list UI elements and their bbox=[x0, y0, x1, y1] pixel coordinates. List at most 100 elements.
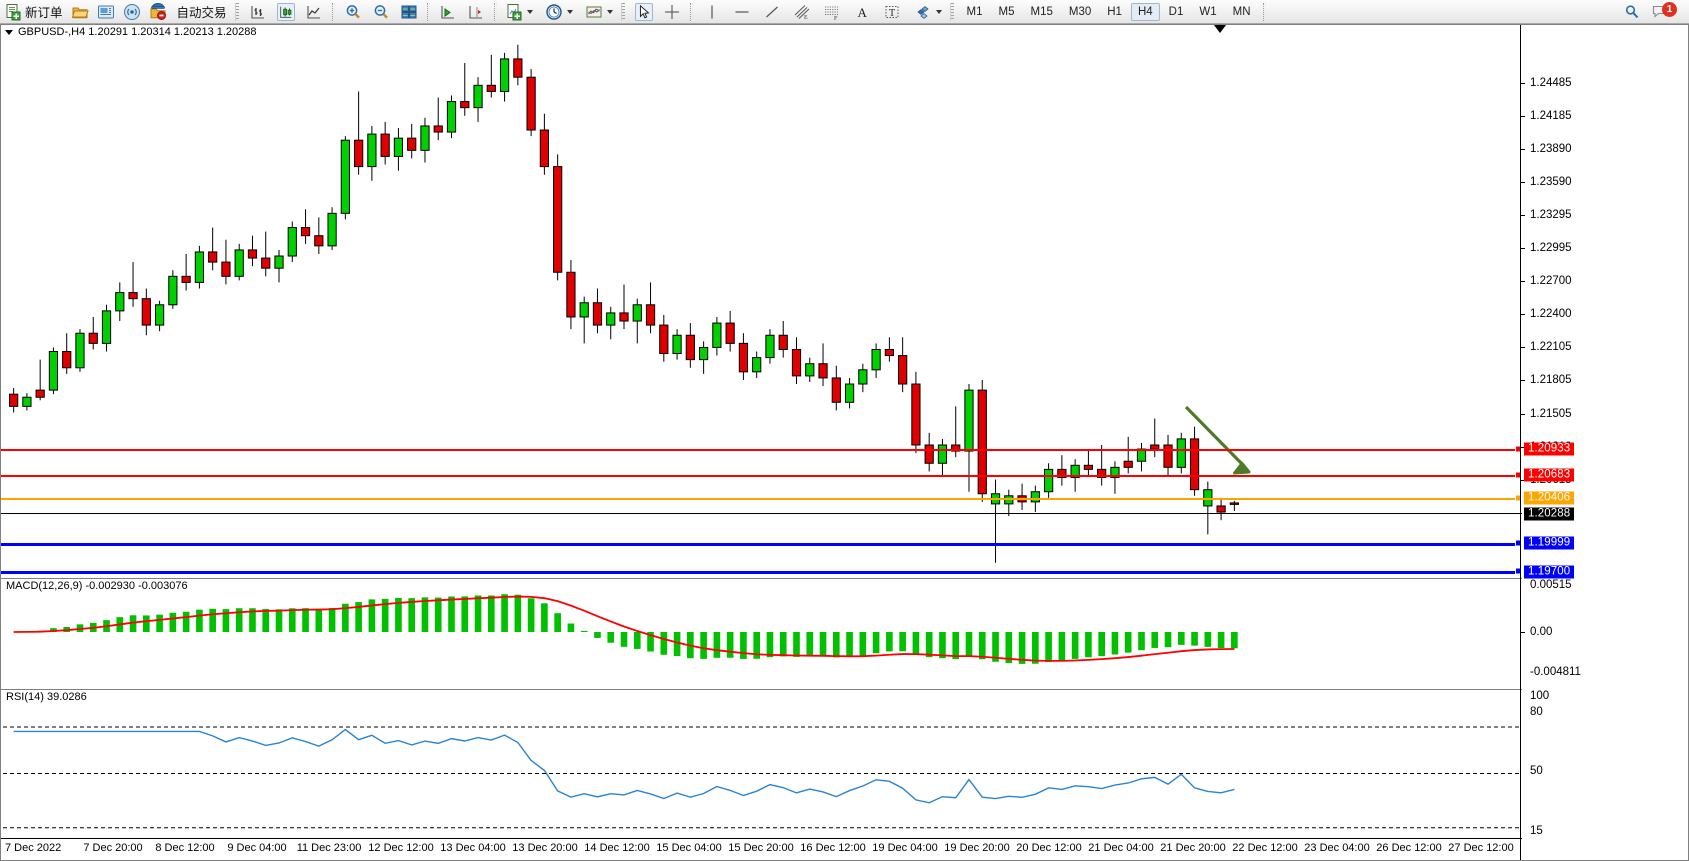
text-icon[interactable]: A bbox=[853, 3, 871, 21]
time-tick-6: 13 Dec 04:00 bbox=[440, 842, 506, 854]
macd-tick-2: -0.004811 bbox=[1530, 666, 1581, 678]
alert-count-badge: 1 bbox=[1662, 1, 1677, 17]
price-line-current bbox=[1, 513, 1522, 514]
tile-windows-icon[interactable] bbox=[400, 3, 418, 21]
chart-header: GBPUSD-,H4 1.20291 1.20314 1.20213 1.202… bbox=[1, 25, 257, 39]
price-level-tag-current: 1.20288 bbox=[1524, 507, 1575, 521]
time-tick-20: 27 Dec 12:00 bbox=[1448, 842, 1514, 854]
timeframe-h1[interactable]: H1 bbox=[1107, 5, 1122, 18]
time-tick-19: 26 Dec 12:00 bbox=[1376, 842, 1442, 854]
chart-window[interactable]: GBPUSD-,H4 1.20291 1.20314 1.20213 1.202… bbox=[0, 24, 1689, 861]
price-line-handle-support-2[interactable] bbox=[1515, 567, 1522, 575]
time-axis[interactable]: 7 Dec 2022 7 Dec 20:00 8 Dec 12:00 9 Dec 04… bbox=[1, 838, 1522, 860]
price-line-handle-support-1[interactable] bbox=[1515, 539, 1522, 547]
price-tick-1: 1.24185 bbox=[1530, 110, 1572, 122]
templates-dropdown-arrow[interactable] bbox=[606, 9, 613, 14]
toolbar-separator-2 bbox=[426, 2, 430, 21]
annotation-arrow-icon[interactable] bbox=[1184, 405, 1251, 475]
auto-trading-button[interactable]: 自动交易 bbox=[173, 1, 231, 23]
crosshair-icon[interactable] bbox=[663, 3, 681, 21]
signal-icon[interactable] bbox=[123, 3, 141, 21]
timeframe-m1[interactable]: M1 bbox=[966, 5, 983, 18]
main-toolbar: 新订单 bbox=[0, 0, 1689, 24]
price-line-support-1[interactable] bbox=[1, 543, 1522, 546]
objects-button[interactable] bbox=[910, 1, 946, 23]
timeframe-d1[interactable]: D1 bbox=[1168, 5, 1184, 18]
news-icon[interactable] bbox=[97, 3, 115, 21]
timeframe-m15[interactable]: M15 bbox=[1030, 5, 1053, 18]
chart-shift-icon[interactable] bbox=[467, 3, 485, 21]
text-label-icon[interactable]: T bbox=[883, 3, 901, 21]
time-tick-12: 19 Dec 04:00 bbox=[872, 842, 938, 854]
price-level-tag-pivot[interactable]: 1.20406 bbox=[1524, 491, 1575, 505]
chart-menu-caret-icon[interactable] bbox=[5, 29, 13, 35]
new-order-button[interactable]: 新订单 bbox=[0, 1, 67, 23]
new-order-icon bbox=[4, 3, 22, 21]
equidistant-channel-icon[interactable]: E bbox=[793, 3, 811, 21]
macd-pane-separator[interactable] bbox=[1, 578, 1522, 579]
svg-text:T: T bbox=[889, 8, 895, 19]
indicators-button[interactable] bbox=[501, 1, 537, 23]
chart-plot[interactable] bbox=[1, 25, 1522, 861]
vertical-line-icon[interactable] bbox=[703, 3, 721, 21]
price-line-handle-pivot[interactable] bbox=[1515, 494, 1522, 502]
chart-frame[interactable]: GBPUSD-,H4 1.20291 1.20314 1.20213 1.202… bbox=[0, 24, 1689, 861]
price-tick-3: 1.23590 bbox=[1530, 176, 1572, 188]
price-level-tag-resistance-2[interactable]: 1.20683 bbox=[1524, 468, 1575, 482]
alerts-button[interactable]: 1 bbox=[1651, 1, 1677, 22]
auto-trading-label: 自动交易 bbox=[176, 6, 227, 20]
zoom-out-icon[interactable] bbox=[372, 3, 390, 21]
time-tick-17: 22 Dec 12:00 bbox=[1232, 842, 1298, 854]
price-level-tag-resistance-1[interactable]: 1.20933 bbox=[1524, 442, 1575, 456]
price-level-tag-support-2[interactable]: 1.19700 bbox=[1524, 565, 1575, 579]
timeframe-m30[interactable]: M30 bbox=[1068, 5, 1092, 18]
macd-tick-0: 0.00515 bbox=[1530, 579, 1572, 591]
candle-series bbox=[9, 44, 1239, 563]
timeframe-mn[interactable]: MN bbox=[1232, 5, 1251, 18]
folder-icon[interactable] bbox=[71, 3, 89, 21]
time-tick-16: 21 Dec 20:00 bbox=[1160, 842, 1226, 854]
period-dropdown-arrow[interactable] bbox=[566, 9, 573, 14]
price-tick-11: 1.21210 bbox=[1530, 441, 1572, 453]
horizontal-line-icon[interactable] bbox=[733, 3, 751, 21]
toolbar-grip-2[interactable] bbox=[620, 2, 626, 21]
toolbar-separator-4 bbox=[689, 2, 693, 21]
templates-button[interactable] bbox=[581, 1, 617, 23]
line-chart-icon[interactable] bbox=[305, 3, 323, 21]
price-tick-8: 1.22105 bbox=[1530, 341, 1572, 353]
price-level-tag-support-1[interactable]: 1.19999 bbox=[1524, 536, 1575, 550]
time-tick-4: 11 Dec 23:00 bbox=[296, 842, 362, 854]
toolbar-grip-3[interactable] bbox=[949, 2, 955, 21]
period-button[interactable] bbox=[541, 1, 577, 23]
price-line-resistance-2[interactable] bbox=[1, 475, 1522, 477]
price-line-handle-resistance-2[interactable] bbox=[1515, 471, 1522, 479]
price-line-pivot[interactable] bbox=[1, 498, 1522, 500]
timeframe-m5[interactable]: M5 bbox=[998, 5, 1015, 18]
objects-dropdown-arrow[interactable] bbox=[935, 9, 942, 14]
macd-tick-1: 0.00 bbox=[1530, 626, 1553, 638]
timeframe-h4[interactable]: H4 bbox=[1130, 2, 1160, 21]
autoscroll-icon[interactable] bbox=[439, 3, 457, 21]
rsi-tick-2: 50 bbox=[1530, 765, 1543, 777]
svg-text:A: A bbox=[857, 5, 867, 20]
time-tick-10: 15 Dec 20:00 bbox=[728, 842, 794, 854]
zoom-in-icon[interactable] bbox=[344, 3, 362, 21]
bar-chart-icon[interactable] bbox=[249, 3, 267, 21]
rsi-tick-0: 100 bbox=[1530, 690, 1550, 702]
price-line-support-2[interactable] bbox=[1, 571, 1522, 574]
fibonacci-icon[interactable]: F bbox=[823, 3, 841, 21]
cursor-icon[interactable] bbox=[634, 2, 653, 21]
toolbar-grip-1[interactable] bbox=[234, 2, 240, 21]
timeframe-w1[interactable]: W1 bbox=[1199, 5, 1217, 18]
price-line-resistance-1[interactable] bbox=[1, 449, 1522, 451]
candlestick-chart-icon[interactable] bbox=[276, 2, 295, 21]
expert-advisor-icon[interactable] bbox=[149, 2, 167, 21]
price-scale[interactable]: 1.24485 1.24185 1.23890 1.23590 1.23295 … bbox=[1520, 25, 1688, 860]
chart-header-text: GBPUSD-,H4 1.20291 1.20314 1.20213 1.202… bbox=[18, 26, 257, 38]
trend-line-icon[interactable] bbox=[763, 3, 781, 21]
time-tick-3: 9 Dec 04:00 bbox=[227, 842, 287, 854]
price-line-handle-resistance-1[interactable] bbox=[1515, 445, 1522, 453]
rsi-pane-separator[interactable] bbox=[1, 689, 1522, 690]
search-icon[interactable] bbox=[1623, 3, 1641, 21]
indicators-dropdown-arrow[interactable] bbox=[526, 9, 533, 14]
